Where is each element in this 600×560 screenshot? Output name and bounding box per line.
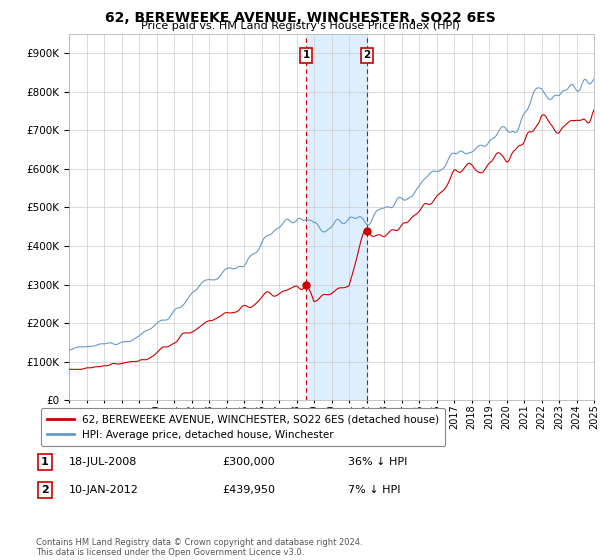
Text: 10-JAN-2012: 10-JAN-2012 (69, 485, 139, 495)
Bar (306, 34, 367, 400)
Text: 1: 1 (302, 50, 310, 60)
Text: 36% ↓ HPI: 36% ↓ HPI (348, 457, 407, 467)
Text: 1: 1 (41, 457, 49, 467)
Text: Price paid vs. HM Land Registry's House Price Index (HPI): Price paid vs. HM Land Registry's House … (140, 21, 460, 31)
Text: 7% ↓ HPI: 7% ↓ HPI (348, 485, 401, 495)
Text: 18-JUL-2008: 18-JUL-2008 (69, 457, 137, 467)
Text: £300,000: £300,000 (222, 457, 275, 467)
Text: £439,950: £439,950 (222, 485, 275, 495)
Text: 2: 2 (41, 485, 49, 495)
Text: Contains HM Land Registry data © Crown copyright and database right 2024.
This d: Contains HM Land Registry data © Crown c… (36, 538, 362, 557)
Text: 2: 2 (364, 50, 371, 60)
Legend: 62, BEREWEEKE AVENUE, WINCHESTER, SO22 6ES (detached house), HPI: Average price,: 62, BEREWEEKE AVENUE, WINCHESTER, SO22 6… (41, 408, 445, 446)
Text: 62, BEREWEEKE AVENUE, WINCHESTER, SO22 6ES: 62, BEREWEEKE AVENUE, WINCHESTER, SO22 6… (104, 11, 496, 25)
